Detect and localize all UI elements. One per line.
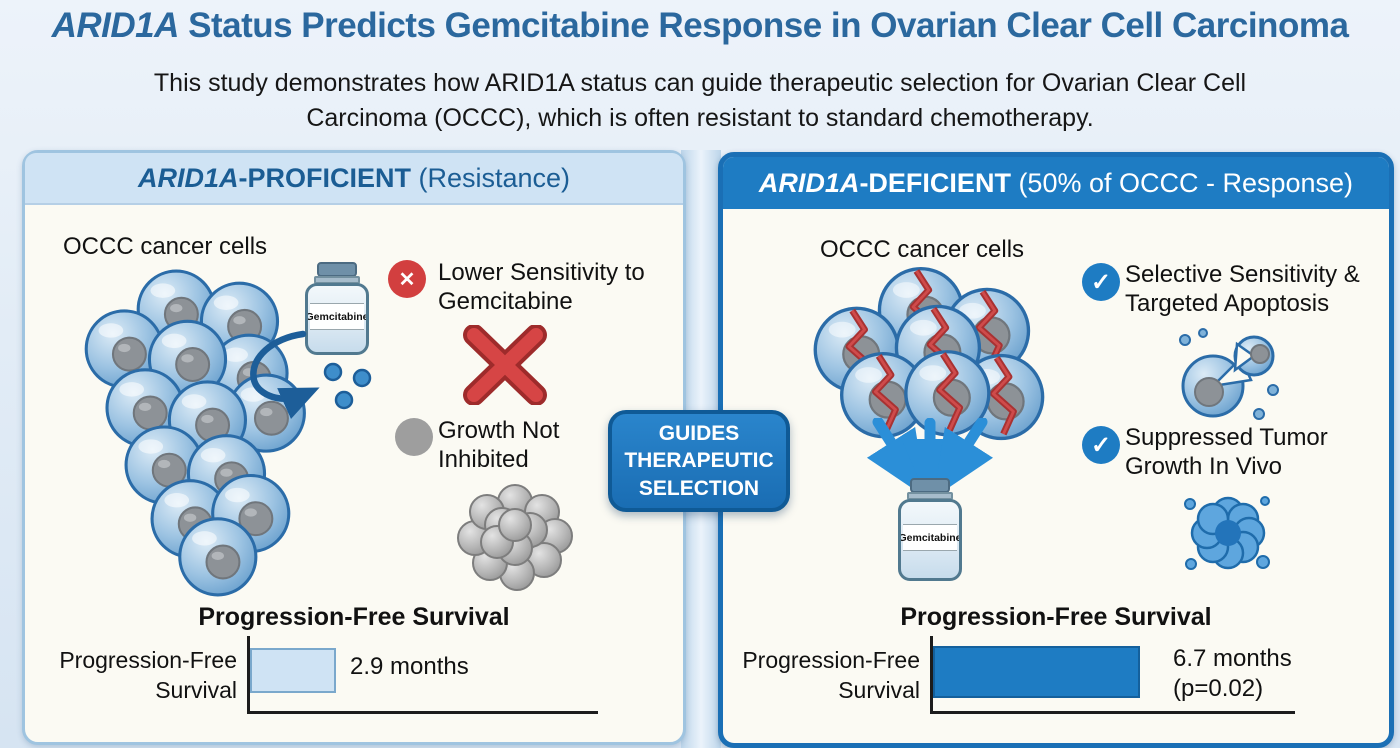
growth-not-inhibited-label: Growth Not Inhibited [438,417,560,474]
pfs-bar [933,646,1141,698]
pfs-bar [250,648,337,693]
gene-name: ARID1A [51,6,180,45]
page-subtitle: This study demonstrates how ARID1A statu… [153,69,1247,132]
panel-arid1a-proficient: ARID1A -PROFICIENT (Resistance) OCCC canc… [22,150,686,745]
gemcitabine-vial: Gemcitabine [305,262,369,355]
occc-cells-label: OCCC cancer cells [63,233,268,260]
vial-label: Gemcitabine [308,303,366,330]
check-circle-icon: ✓ [1082,426,1120,464]
vial-label: Gemcitabine [901,524,959,551]
cross-circle-icon: ✕ [388,260,426,298]
chart-plot-area: 2.9 months [247,636,598,714]
vial-cap [910,478,950,493]
apoptosis-cell-illustration [1179,328,1279,420]
gene-name: ARID1A [758,167,860,198]
check-circle-icon: ✓ [1082,263,1120,301]
uninhibited-tumor-illustration [457,484,573,591]
big-red-x-icon [463,325,547,405]
treatment-arrows-icon [866,418,994,498]
selective-sensitivity-label: Selective Sensitivity & Targeted Apoptos… [1125,261,1360,318]
drug-release-arrow-and-particles [250,330,372,419]
gray-circle-icon [395,418,433,456]
chart-ylabel: Progression-Free Survival [59,647,237,703]
deficient-panel-header: ARID1A -DEFICIENT (50% of OCCC - Response… [723,157,1389,209]
panel-arid1a-deficient: ARID1A -DEFICIENT (50% of OCCC - Response… [718,152,1394,748]
vial-body: Gemcitabine [305,283,369,355]
p-value-label: (p=0.02) [1173,675,1264,702]
page-title: ARID1A Status Predicts Gemcitabine Respo… [51,6,1349,45]
chart-title: Progression-Free Survival [198,603,510,631]
chart-title: Progression-Free Survival [900,603,1212,631]
proficient-panel-header: ARID1A -PROFICIENT (Resistance) [25,153,683,205]
suppressed-tumor-illustration [1184,496,1270,570]
lower-sensitivity-label: Lower Sensitivity to Gemcitabine [438,259,645,316]
suppressed-growth-label: Suppressed Tumor Growth In Vivo [1125,424,1328,481]
cancer-cell-cluster-illustration [84,269,306,597]
occc-cells-label: OCCC cancer cells [820,236,1025,263]
vial-body: Gemcitabine [898,499,962,581]
chart-plot-area: 6.7 months (p=0.02) [930,636,1295,714]
bar-value-label: 2.9 months [350,653,469,680]
bar-value-label: 6.7 months (p=0.02) [1173,645,1292,702]
gene-name: ARID1A [137,162,239,193]
vial-cap [317,262,357,277]
guides-therapeutic-selection-box: GUIDES THERAPEUTIC SELECTION [608,410,790,512]
chart-ylabel: Progression-Free Survival [742,647,920,703]
gemcitabine-vial: Gemcitabine [898,478,962,581]
